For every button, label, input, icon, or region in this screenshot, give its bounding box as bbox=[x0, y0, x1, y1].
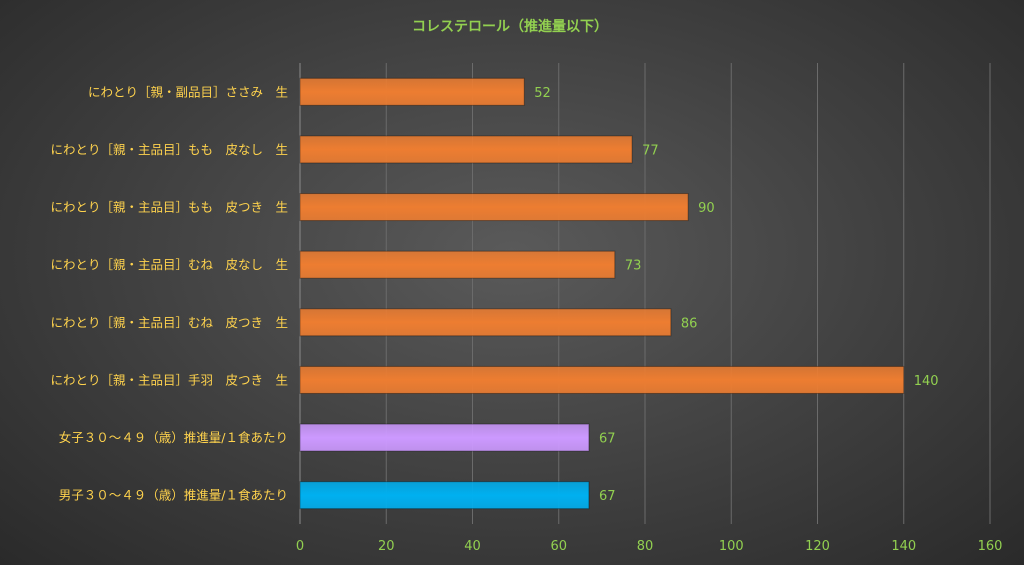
bar bbox=[299, 250, 616, 279]
x-tick-label: 0 bbox=[296, 539, 304, 554]
bar bbox=[299, 423, 590, 452]
category-label: 男子３０～４９（歳）推進量/１食あたり bbox=[59, 488, 288, 503]
bar bbox=[299, 481, 590, 510]
chart-title: コレステロール（推進量以下） bbox=[412, 18, 608, 35]
data-label: 90 bbox=[698, 201, 715, 216]
x-tick-label: 80 bbox=[637, 539, 654, 554]
data-label: 52 bbox=[534, 86, 551, 101]
data-label: 140 bbox=[914, 374, 939, 389]
data-label: 86 bbox=[681, 316, 698, 331]
bar bbox=[299, 135, 633, 164]
category-label: にわとり［親・主品目］もも 皮つき 生 bbox=[50, 200, 288, 215]
data-label: 67 bbox=[599, 432, 616, 447]
bar bbox=[299, 365, 905, 394]
data-label: 67 bbox=[599, 489, 616, 504]
bars bbox=[299, 77, 905, 510]
bar bbox=[299, 308, 672, 337]
x-tick-label: 160 bbox=[978, 539, 1003, 554]
x-tick-label: 100 bbox=[719, 539, 744, 554]
data-label: 73 bbox=[625, 259, 642, 274]
bar bbox=[299, 193, 689, 222]
category-label: 女子３０～４９（歳）推進量/１食あたり bbox=[59, 430, 288, 445]
category-label: にわとり［親・主品目］むね 皮なし 生 bbox=[50, 257, 288, 272]
grid bbox=[299, 63, 991, 524]
x-tick-label: 120 bbox=[805, 539, 830, 554]
category-label: にわとり［親・主品目］むね 皮つき 生 bbox=[50, 315, 288, 330]
x-tick-label: 140 bbox=[891, 539, 916, 554]
labels: 0 20 40 60 80 100 120 140 160 にわとり［親・副品目］ささみ 生 52 に… bbox=[50, 84, 1002, 554]
x-tick-label: 60 bbox=[550, 539, 567, 554]
category-label: にわとり［親・主品目］手羽 皮つき 生 bbox=[50, 372, 288, 387]
category-label: にわとり［親・副品目］ささみ 生 bbox=[88, 84, 288, 99]
bar bbox=[299, 77, 525, 106]
category-label: にわとり［親・主品目］もも 皮なし 生 bbox=[50, 142, 288, 157]
x-tick-label: 40 bbox=[464, 539, 481, 554]
x-tick-label: 20 bbox=[378, 539, 395, 554]
data-label: 77 bbox=[642, 143, 659, 158]
